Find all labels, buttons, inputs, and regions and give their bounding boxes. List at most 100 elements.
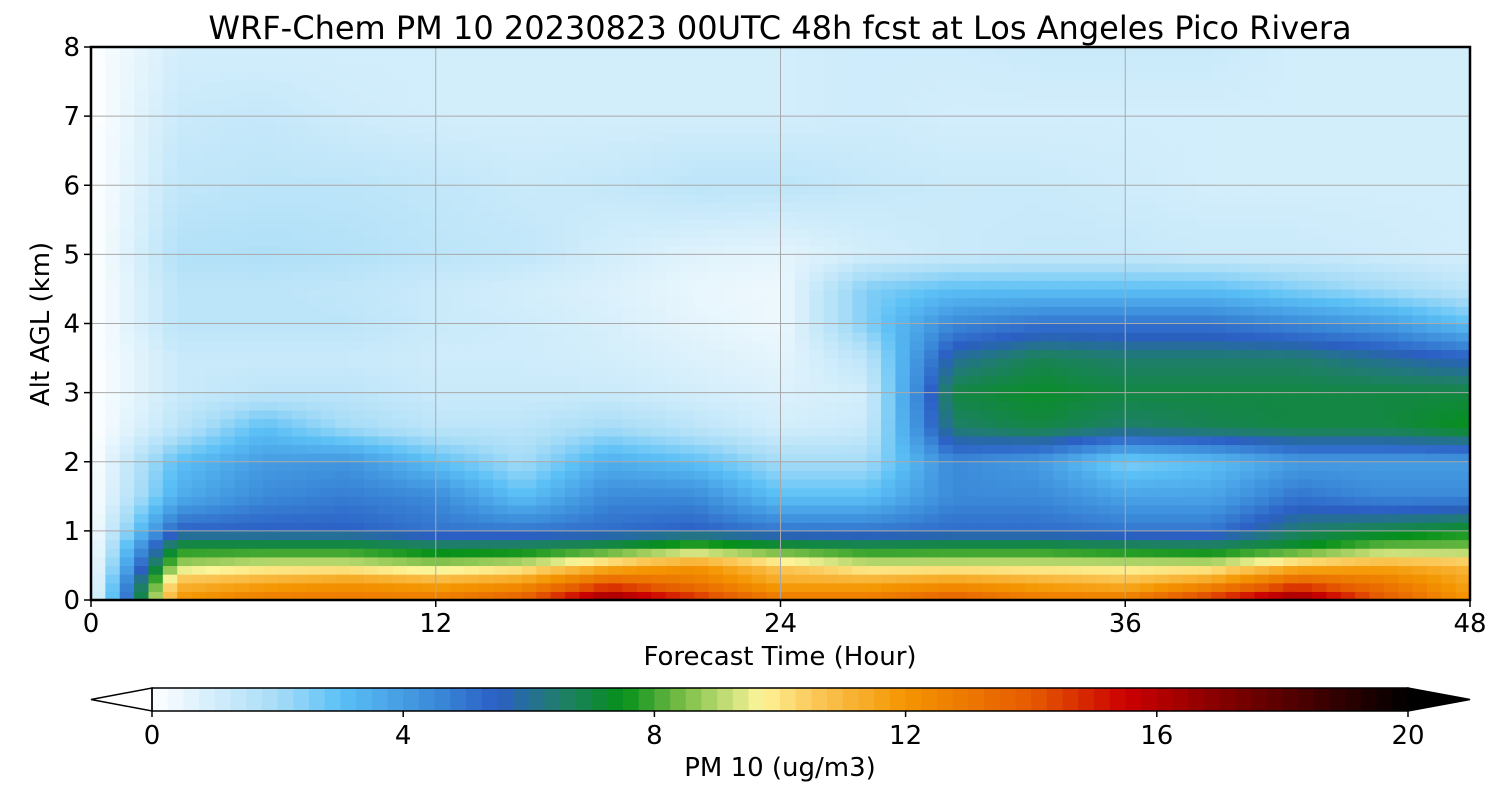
heatmap-cell [651,427,667,437]
heatmap-cell [1153,297,1169,307]
heatmap-cell [967,530,983,541]
heatmap-cell [809,479,825,489]
heatmap-cell [507,539,523,549]
heatmap-cell [1297,522,1313,532]
heatmap-cell [694,193,710,204]
heatmap-cell [249,487,264,497]
heatmap-cell [421,556,437,567]
heatmap-cell [708,176,724,186]
heatmap-cell [1225,496,1241,506]
heatmap-cell [435,366,451,376]
heatmap-cell [881,211,897,221]
heatmap-cell [1426,418,1442,428]
heatmap-cell [263,237,279,247]
heatmap-cell [205,409,221,420]
heatmap-cell [234,427,250,437]
heatmap-cell [464,314,480,325]
heatmap-cell [536,332,552,342]
heatmap-cell [1067,461,1083,471]
heatmap-cell [464,185,480,195]
heatmap-cell [981,574,997,584]
heatmap-cell [622,479,638,489]
heatmap-cell [694,548,710,558]
heatmap-cell [320,193,336,204]
heatmap-cell [464,340,480,351]
heatmap-cell [651,418,667,428]
heatmap-cell [1398,202,1414,212]
heatmap-cell [320,556,336,567]
heatmap-cell [766,159,782,169]
heatmap-cell [1082,548,1098,558]
heatmap-cell [794,237,810,247]
heatmap-cell [378,340,394,351]
heatmap-cell [737,245,753,255]
heatmap-cell [1441,167,1457,178]
heatmap-cell [1369,392,1385,402]
heatmap-cell [1024,427,1040,437]
heatmap-cell [1039,418,1055,428]
heatmap-cell [407,228,422,238]
heatmap-cell [306,306,322,316]
heatmap-cell [507,435,523,446]
heatmap-cell [1283,504,1299,515]
heatmap-cell [378,211,394,221]
heatmap-cell [1240,332,1256,342]
heatmap-cell [1125,487,1141,497]
heatmap-cell [335,219,351,230]
heatmap-cell [837,401,853,411]
heatmap-cell [464,548,480,558]
heatmap-cell [608,453,624,463]
heatmap-cell [292,245,308,255]
heatmap-cell [363,237,379,247]
heatmap-cell [967,150,983,160]
heatmap-cell [809,453,825,463]
heatmap-cell [536,591,552,601]
heatmap-cell [694,530,710,541]
heatmap-cell [162,245,178,255]
heatmap-cell [924,263,940,273]
heatmap-cell [1096,228,1112,238]
heatmap-cell [1039,513,1055,523]
heatmap-cell [852,340,868,351]
heatmap-cell [536,349,552,359]
heatmap-cell [134,245,150,255]
heatmap-cell [1326,479,1342,489]
heatmap-cell [938,461,954,471]
heatmap-cell [679,263,695,273]
heatmap-cell [751,504,767,515]
heatmap-cell [205,513,221,523]
heatmap-cell [1383,444,1399,454]
heatmap-cell [1355,582,1371,592]
heatmap-cell [952,176,968,186]
heatmap-cell [1153,323,1169,333]
heatmap-cell [665,323,681,333]
heatmap-cell [952,522,968,532]
heatmap-cell [1082,366,1098,376]
heatmap-cell [521,401,537,411]
heatmap-cell [593,349,609,359]
heatmap-cell [694,185,710,195]
heatmap-cell [1268,504,1284,515]
heatmap-cell [392,427,408,437]
heatmap-cell [737,358,753,368]
heatmap-cell [1067,435,1083,446]
heatmap-cell [593,418,609,428]
heatmap-cell [91,150,106,160]
heatmap-cell [292,504,308,515]
heatmap-cell [478,496,494,506]
heatmap-cell [91,470,106,480]
heatmap-cell [1326,383,1342,394]
heatmap-cell [593,211,609,221]
heatmap-cell [320,280,336,290]
heatmap-cell [895,530,911,541]
heatmap-cell [435,453,451,463]
heatmap-cell [249,539,264,549]
heatmap-cell [1024,435,1040,446]
heatmap-cell [91,530,106,541]
heatmap-cell [435,167,451,178]
heatmap-cell [737,288,753,299]
heatmap-cell [550,504,566,515]
heatmap-cell [751,591,767,601]
heatmap-cell [1211,185,1227,195]
heatmap-cell [148,254,164,264]
